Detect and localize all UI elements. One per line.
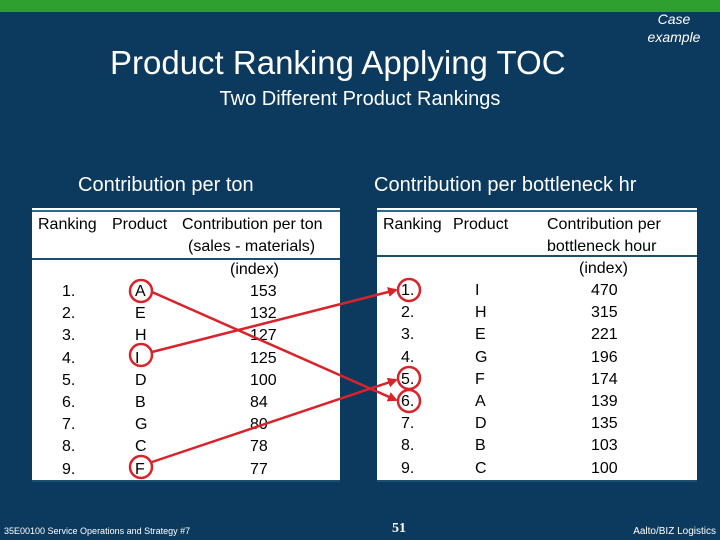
- rank-cell: 4.: [401, 348, 415, 366]
- contribution-header-line2: (sales - materials): [188, 238, 316, 255]
- product-cell: D: [135, 371, 147, 389]
- value-cell: 103: [591, 437, 618, 455]
- left-table-heading: Contribution per ton: [78, 174, 254, 196]
- contribution-header-line3: (index): [230, 261, 279, 278]
- value-cell: 132: [250, 305, 277, 323]
- value-cell: 80: [250, 416, 268, 434]
- footer-org: Aalto/BIZ Logistics: [633, 526, 716, 537]
- slide-title: Product Ranking Applying TOC: [110, 44, 566, 81]
- rank-cell: 8.: [401, 437, 415, 455]
- right-ranking-table: Ranking Product Contribution per bottlen…: [377, 208, 697, 482]
- value-cell: 153: [250, 283, 277, 300]
- rank-cell: 1.: [401, 282, 415, 299]
- rank-cell: 6.: [401, 393, 415, 410]
- rank-cell: 7.: [401, 415, 415, 433]
- table-bottom-rule: [377, 480, 697, 482]
- value-cell: 100: [591, 459, 618, 477]
- rank-cell: 6.: [62, 394, 76, 411]
- product-cell: I: [135, 349, 140, 367]
- rank-cell: 9.: [401, 459, 415, 477]
- product-cell: E: [135, 305, 146, 323]
- footer-course: 35E00100 Service Operations and Strategy…: [4, 526, 191, 536]
- product-header: Product: [453, 216, 509, 233]
- header-top-rule: [32, 210, 340, 212]
- right-table-heading: Contribution per bottleneck hr: [374, 174, 637, 196]
- case-example-tag: Case example: [647, 11, 701, 45]
- header-rule: [32, 258, 340, 260]
- product-header: Product: [112, 216, 168, 233]
- table-bottom-rule: [32, 480, 340, 482]
- footer-page-number: 51: [392, 521, 406, 536]
- product-cell: H: [135, 327, 147, 345]
- header-rule: [377, 255, 697, 257]
- value-cell: 127: [250, 327, 277, 345]
- rank-cell: 4.: [62, 349, 76, 367]
- product-cell: H: [475, 304, 487, 322]
- ranking-header: Ranking: [38, 216, 97, 233]
- left-ranking-table: Ranking Product Contribution per ton (sa…: [32, 208, 340, 482]
- product-cell: G: [135, 416, 148, 434]
- rank-cell: 3.: [401, 326, 415, 344]
- value-cell: 315: [591, 304, 618, 322]
- header-top-rule: [377, 210, 697, 212]
- value-cell: 135: [591, 415, 618, 433]
- product-cell: E: [475, 326, 486, 344]
- product-cell: F: [135, 460, 145, 478]
- product-cell: C: [475, 459, 487, 477]
- value-cell: 125: [250, 349, 277, 367]
- contribution-header-line3: (index): [579, 260, 628, 277]
- product-cell: C: [135, 438, 147, 456]
- rank-cell: 1.: [62, 283, 76, 300]
- product-cell: B: [475, 437, 486, 455]
- product-cell: D: [475, 415, 487, 433]
- top-accent-bar: [0, 0, 720, 12]
- rank-cell: 9.: [62, 460, 76, 478]
- contribution-header-line1: Contribution per ton: [182, 216, 323, 233]
- rank-cell: 7.: [62, 416, 76, 434]
- rank-cell: 3.: [62, 327, 76, 345]
- rank-cell: 2.: [62, 305, 76, 323]
- value-cell: 84: [250, 394, 268, 411]
- value-cell: 196: [591, 348, 618, 366]
- product-cell: F: [475, 370, 485, 388]
- product-cell: B: [135, 394, 146, 411]
- value-cell: 470: [591, 282, 618, 299]
- value-cell: 139: [591, 393, 618, 410]
- product-cell: I: [475, 282, 480, 299]
- product-cell: G: [475, 348, 488, 366]
- rank-cell: 2.: [401, 304, 415, 322]
- value-cell: 174: [591, 370, 618, 388]
- contribution-header-line2: bottleneck hour: [547, 238, 657, 255]
- value-cell: 221: [591, 326, 618, 344]
- product-cell: A: [475, 393, 486, 410]
- rank-cell: 5.: [401, 370, 415, 388]
- product-cell: A: [135, 283, 146, 300]
- rank-cell: 5.: [62, 371, 76, 389]
- contribution-header-line1: Contribution per: [547, 216, 661, 233]
- value-cell: 78: [250, 438, 268, 456]
- rank-cell: 8.: [62, 438, 76, 456]
- value-cell: 77: [250, 460, 268, 478]
- value-cell: 100: [250, 371, 277, 389]
- slide-subtitle: Two Different Product Rankings: [219, 88, 501, 110]
- ranking-header: Ranking: [383, 216, 442, 233]
